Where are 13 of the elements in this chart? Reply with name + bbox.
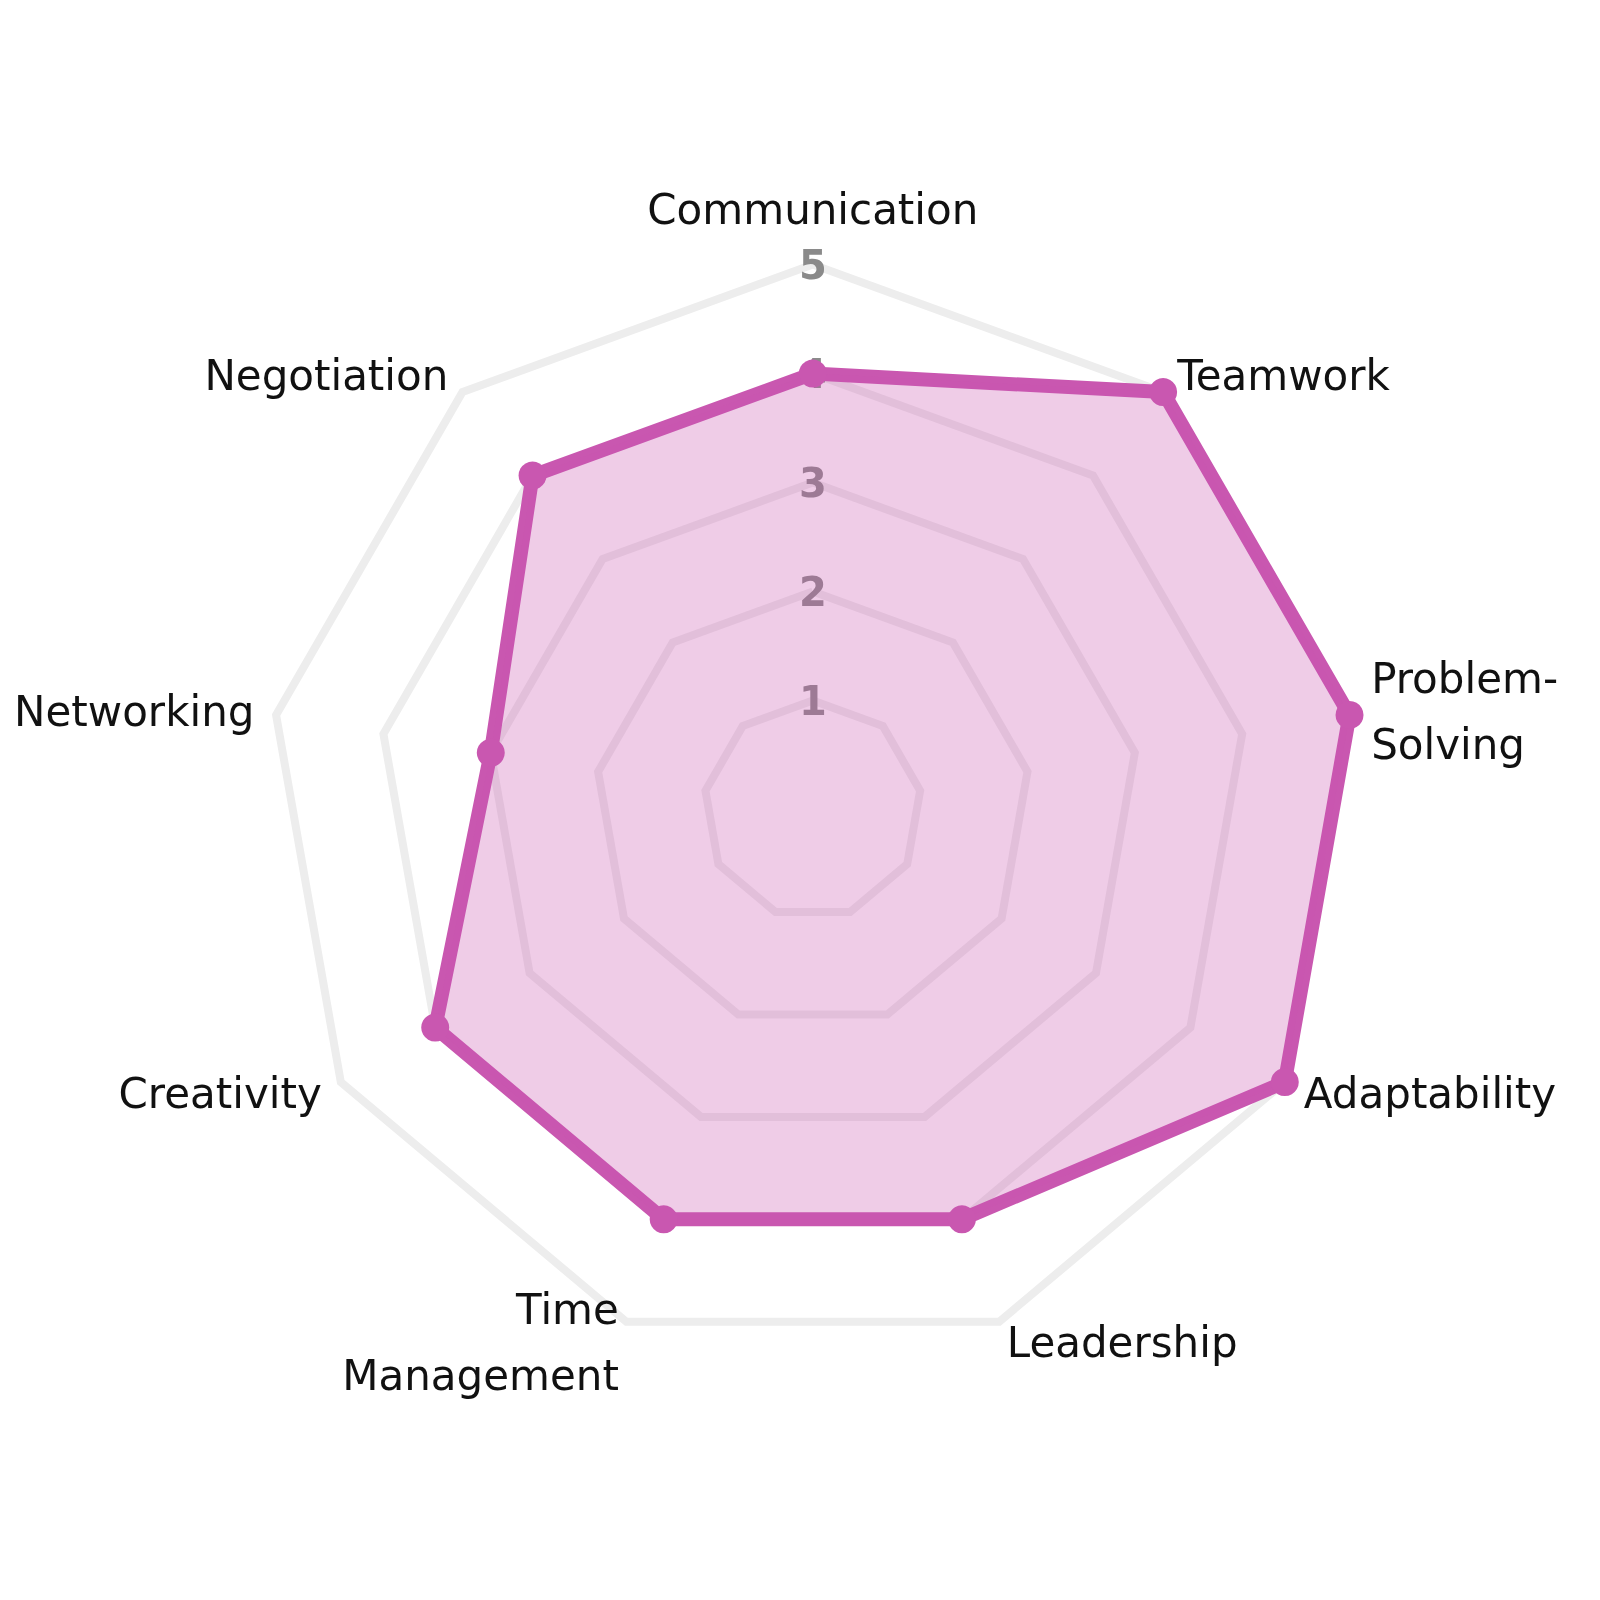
- y-tick-label: 5: [798, 241, 827, 288]
- spoke-label: Problem-Solving: [1371, 653, 1559, 769]
- spoke-label: Communication: [647, 185, 979, 235]
- spoke-label: Leadership: [1006, 1317, 1238, 1367]
- spoke-label: Adaptability: [1303, 1068, 1557, 1118]
- y-tick-label: 1: [798, 677, 827, 724]
- spoke-label: Negotiation: [204, 350, 449, 400]
- spoke-label: Teamwork: [1176, 350, 1391, 400]
- spoke-label: Networking: [14, 686, 255, 736]
- y-tick-label: 3: [798, 459, 827, 506]
- spoke-label: Time Management: [342, 1284, 619, 1400]
- y-tick-label: 2: [798, 568, 827, 615]
- spoke-label: Creativity: [118, 1068, 322, 1118]
